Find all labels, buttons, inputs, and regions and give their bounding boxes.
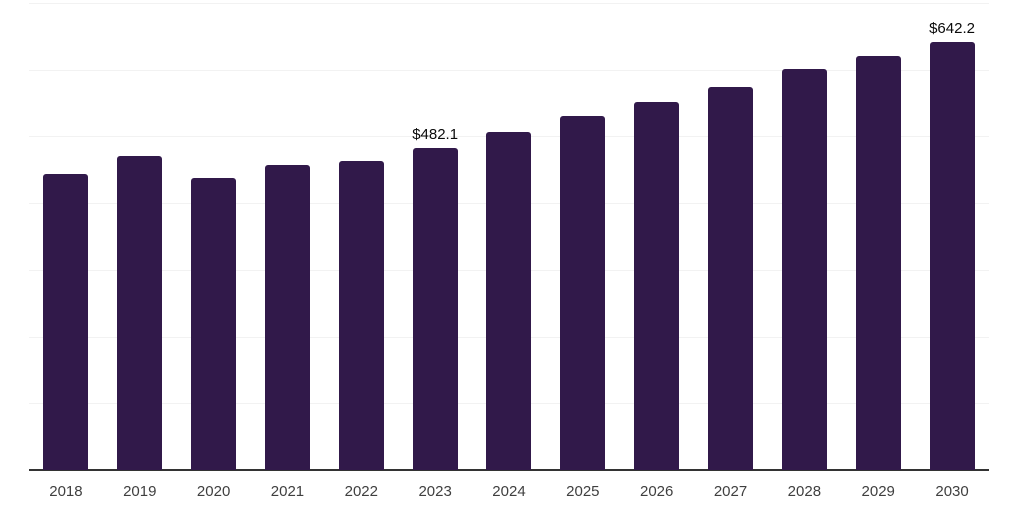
bar-value-label: $642.2 (929, 20, 975, 37)
bar (338, 161, 384, 470)
bar-group (620, 0, 694, 470)
bar-group (324, 0, 398, 470)
x-tick-label: 2027 (713, 483, 748, 500)
bar (634, 102, 680, 470)
bar-group (103, 0, 177, 470)
bar (486, 132, 532, 470)
x-tick-label: 2018 (49, 483, 83, 500)
bars-container: $482.1 $642.2 (29, 0, 989, 470)
x-tick-label: 2028 (787, 483, 822, 500)
x-tick-label: 2030 (935, 483, 969, 500)
x-tick-label: 2024 (492, 483, 526, 500)
bar (929, 42, 975, 470)
bar-group: $642.2 (915, 0, 989, 470)
bar-group: $482.1 (398, 0, 472, 470)
x-tick-label: 2023 (418, 483, 452, 500)
bar-group (546, 0, 620, 470)
bar-value-label: $482.1 (412, 126, 459, 143)
bar (855, 56, 901, 470)
bar-group (841, 0, 915, 470)
bar (117, 156, 163, 470)
bar-group (177, 0, 251, 470)
bar-group (472, 0, 546, 470)
bar (191, 178, 237, 470)
bar-group (694, 0, 768, 470)
x-axis-tick-labels: 2018 2019 2020 2021 2022 2023 2024 2025 2026 2027… (29, 483, 989, 500)
bar-group (29, 0, 103, 470)
bar (781, 69, 827, 470)
bar (264, 165, 310, 470)
x-tick-label: 2021 (270, 483, 305, 500)
x-tick-label: 2020 (196, 483, 231, 500)
bar-group (251, 0, 325, 470)
plot-area: $482.1 $642.2 (29, 0, 989, 471)
x-tick-label: 2022 (344, 483, 378, 500)
x-axis-line (29, 469, 989, 471)
x-tick-label: 2029 (861, 483, 895, 500)
x-tick-label: 2019 (123, 483, 157, 500)
bar (560, 116, 606, 470)
gridline (29, 69, 989, 71)
bar (43, 174, 89, 470)
bar (412, 148, 458, 470)
x-tick-label: 2026 (639, 483, 674, 500)
bar (708, 87, 754, 470)
x-tick-label: 2025 (566, 483, 600, 500)
gridline (29, 3, 989, 4)
bar-group (767, 0, 841, 470)
